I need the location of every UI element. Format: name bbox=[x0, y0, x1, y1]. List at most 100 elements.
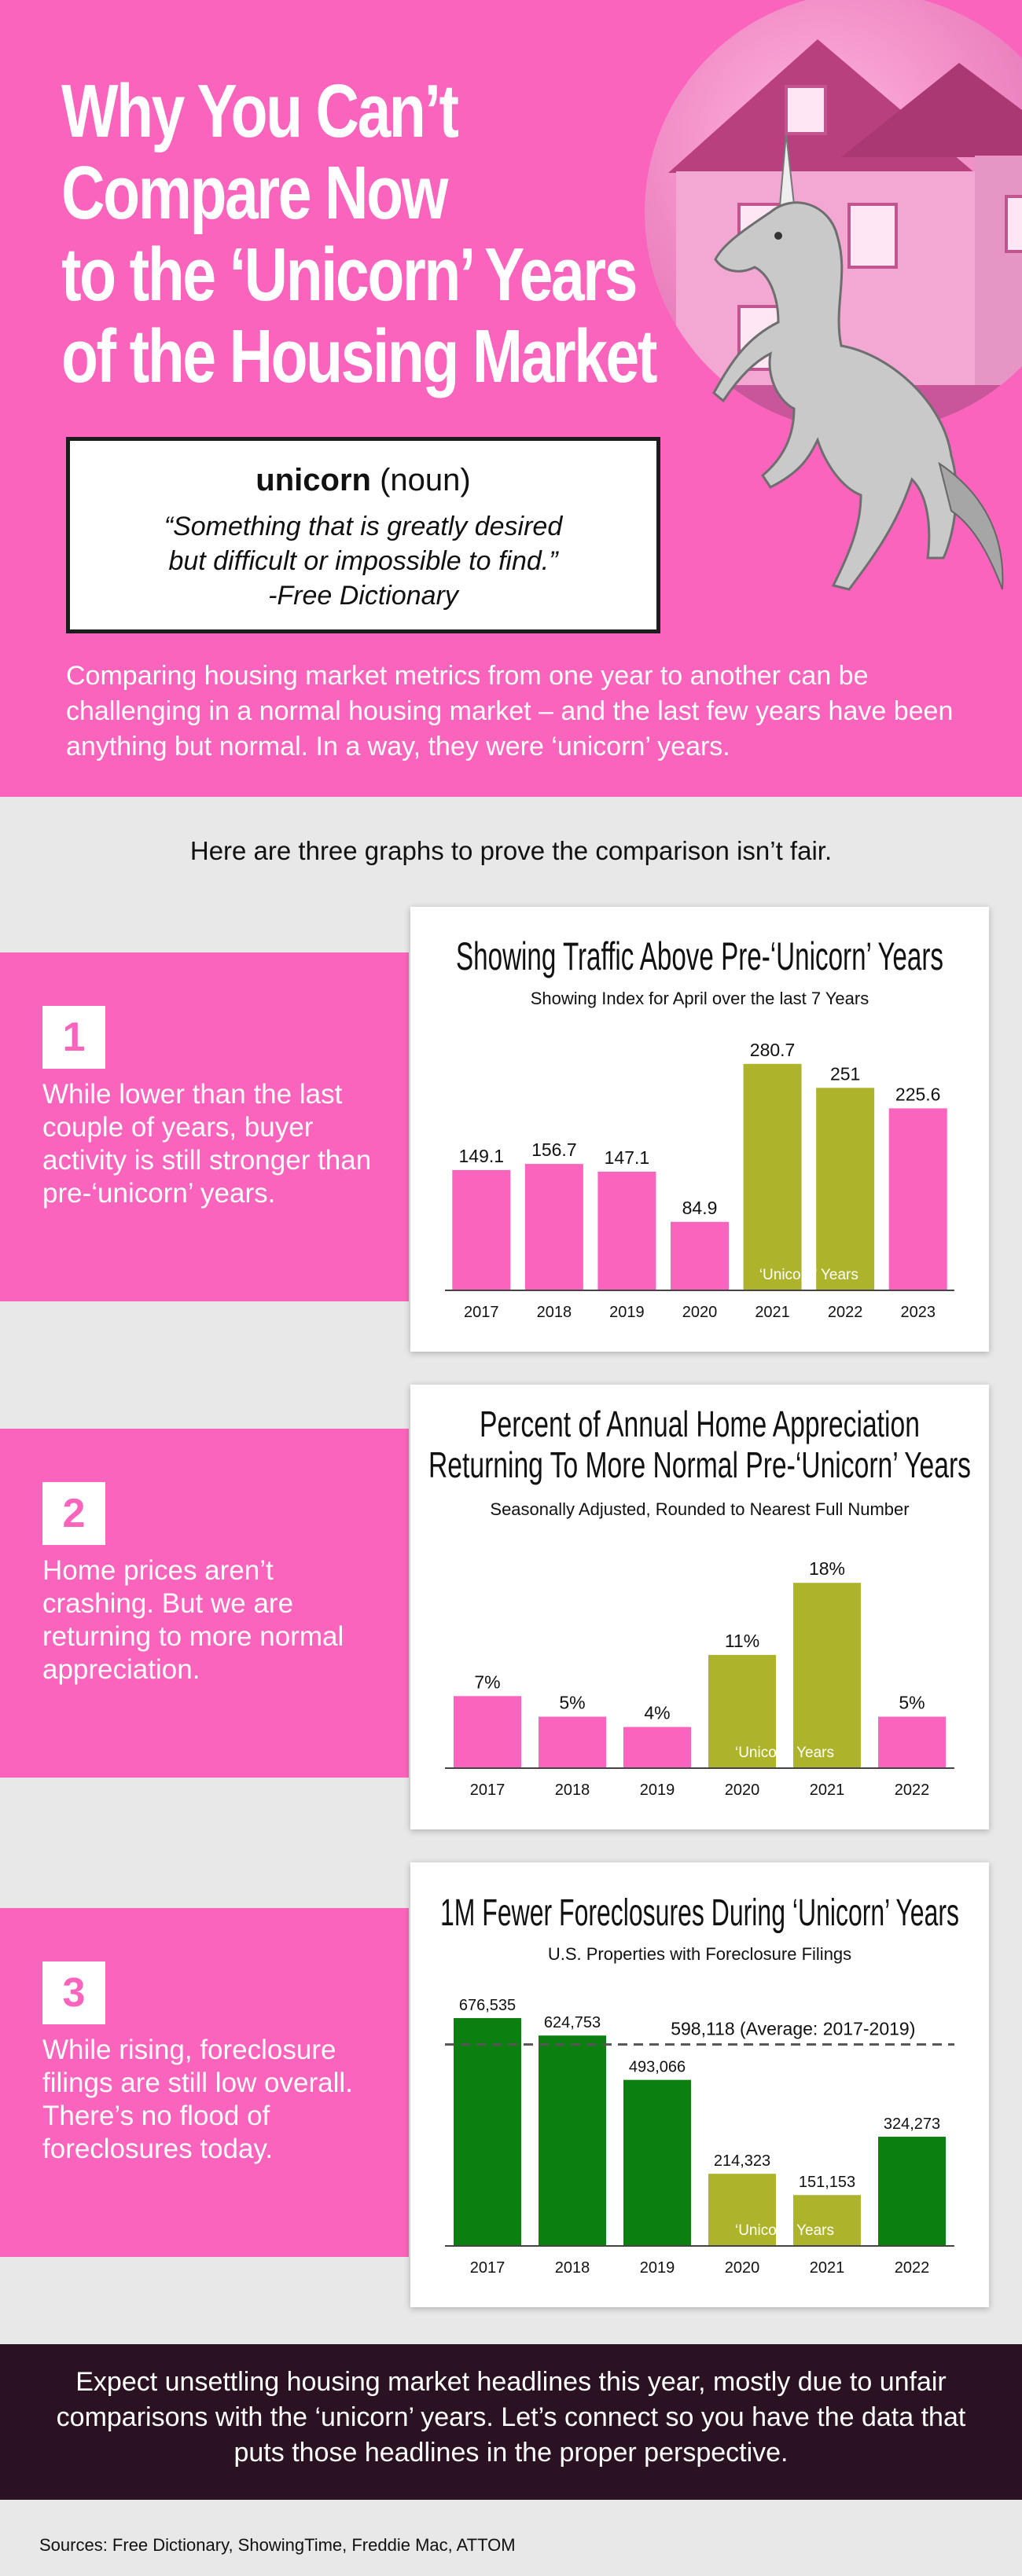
value-label: 624,753 bbox=[544, 2014, 601, 2031]
bar-2019 bbox=[623, 1727, 691, 1768]
value-label: 676,535 bbox=[459, 1997, 516, 2014]
bar-2017 bbox=[454, 1696, 521, 1768]
x-tick-label: 2022 bbox=[895, 1782, 930, 1799]
title-line: of the Housing Market bbox=[61, 314, 657, 398]
definition-line: “Something that is greatly desired bbox=[164, 512, 563, 541]
panel-number: 1 bbox=[42, 1006, 105, 1069]
x-tick-label: 2019 bbox=[609, 1304, 645, 1321]
value-label: 4% bbox=[644, 1703, 670, 1723]
bars-group: 149.1 2017 156.7 2018 147.1 2019 84.9 2020 280.7… bbox=[445, 1040, 954, 1321]
title-line: Why You Can’t bbox=[61, 69, 459, 153]
panel-text: Home prices aren’t crashing. But we are … bbox=[42, 1555, 344, 1685]
intro-paragraph: Comparing housing market metrics from on… bbox=[66, 661, 954, 761]
x-tick-label: 2019 bbox=[640, 1782, 675, 1799]
definition-attribution: -Free Dictionary bbox=[268, 581, 458, 611]
x-tick-label: 2021 bbox=[810, 1782, 845, 1799]
chart-subtitle: U.S. Properties with Foreclosure Filings bbox=[548, 1944, 851, 1964]
x-tick-label: 2020 bbox=[725, 1782, 760, 1799]
chart-card-foreclosures: 1M Fewer Foreclosures During ‘Unicorn’ Y… bbox=[410, 1862, 989, 2307]
value-label: 225.6 bbox=[895, 1084, 941, 1104]
closing-banner: Expect unsettling housing market headlin… bbox=[0, 2344, 1022, 2500]
x-tick-label: 2018 bbox=[555, 2259, 590, 2277]
x-tick-label: 2023 bbox=[900, 1304, 936, 1321]
value-label: 7% bbox=[474, 1671, 500, 1692]
section-subhead: Here are three graphs to prove the compa… bbox=[189, 836, 833, 865]
bar-2017 bbox=[452, 1169, 511, 1290]
bar-2021 bbox=[793, 2195, 861, 2246]
value-label: 324,273 bbox=[884, 2115, 940, 2133]
chart-title-line: Percent of Annual Home Appreciation bbox=[480, 1404, 920, 1444]
chart-title: Showing Traffic Above Pre-‘Unicorn’ Year… bbox=[456, 934, 943, 978]
unicorn-years-annotation: ‘Unicorn’ Years bbox=[759, 1267, 858, 1283]
panel-number: 2 bbox=[42, 1482, 105, 1545]
panel-3: 3 While rising, foreclosure filings are … bbox=[0, 1908, 409, 2257]
title-line: to the ‘Unicorn’ Years bbox=[61, 233, 638, 317]
part-of-speech: (noun) bbox=[380, 463, 471, 497]
value-label: 5% bbox=[559, 1693, 585, 1713]
hero-section: Why You Can’t Compare Now to the ‘Unicor… bbox=[0, 0, 1022, 797]
chart-subtitle: Seasonally Adjusted, Rounded to Nearest … bbox=[490, 1499, 909, 1519]
x-tick-label: 2022 bbox=[828, 1304, 863, 1321]
dictionary-word: unicorn (noun) bbox=[70, 463, 656, 498]
x-tick-label: 2020 bbox=[725, 2259, 760, 2277]
chart-title: 1M Fewer Foreclosures During ‘Unicorn’ Y… bbox=[440, 1892, 959, 1934]
x-tick-label: 2021 bbox=[755, 1304, 790, 1321]
dictionary-definition: “Something that is greatly desired but d… bbox=[70, 509, 656, 613]
value-label: 493,066 bbox=[629, 2059, 686, 2076]
unicorn-illustration bbox=[712, 133, 1004, 591]
value-label: 214,323 bbox=[714, 2152, 770, 2170]
bar-2022 bbox=[878, 2137, 946, 2246]
value-label: 156.7 bbox=[531, 1139, 577, 1160]
definition-line: but difficult or impossible to find.” bbox=[168, 546, 558, 576]
value-label: 151,153 bbox=[799, 2174, 855, 2191]
bar-2020 bbox=[708, 2174, 776, 2246]
chart-card-appreciation: Percent of Annual Home Appreciation Retu… bbox=[410, 1385, 989, 1829]
title-line: Compare Now bbox=[61, 151, 448, 235]
bar-2021 bbox=[793, 1583, 861, 1768]
x-tick-label: 2021 bbox=[810, 2259, 845, 2277]
closing-text: Expect unsettling housing market headlin… bbox=[56, 2367, 966, 2468]
bar-2023 bbox=[888, 1108, 947, 1290]
x-tick-label: 2017 bbox=[470, 1782, 505, 1799]
panel-text: While lower than the last couple of year… bbox=[42, 1079, 372, 1209]
unicorn-years-annotation: ‘Unicorn’ Years bbox=[735, 2222, 834, 2239]
value-label: 84.9 bbox=[682, 1198, 718, 1218]
value-label: 280.7 bbox=[750, 1040, 796, 1060]
value-label: 149.1 bbox=[459, 1146, 505, 1166]
value-label: 5% bbox=[899, 1693, 925, 1713]
reference-line-label: 598,118 (Average: 2017-2019) bbox=[671, 2019, 915, 2039]
showing-traffic-chart: Showing Traffic Above Pre-‘Unicorn’ Year… bbox=[445, 934, 954, 1321]
page-title: Why You Can’t Compare Now to the ‘Unicor… bbox=[61, 69, 657, 398]
foreclosures-chart: 1M Fewer Foreclosures During ‘Unicorn’ Y… bbox=[440, 1892, 959, 2277]
value-label: 147.1 bbox=[605, 1147, 650, 1168]
bars-group: 676,535 2017 624,753 2018 493,066 2019 214,323… bbox=[445, 1997, 954, 2277]
bar-2018 bbox=[539, 1716, 606, 1768]
bar-2018 bbox=[539, 2035, 606, 2246]
panel-1: 1 While lower than the last couple of ye… bbox=[0, 952, 409, 1301]
bar-2017 bbox=[454, 2018, 521, 2246]
bar-2022 bbox=[878, 1716, 946, 1768]
value-label: 11% bbox=[725, 1631, 759, 1651]
panel-text: While rising, foreclosure filings are st… bbox=[42, 2035, 353, 2164]
x-tick-label: 2019 bbox=[640, 2259, 675, 2277]
bar-2018 bbox=[524, 1164, 583, 1290]
x-tick-label: 2018 bbox=[555, 1782, 590, 1799]
panel-number: 3 bbox=[42, 1961, 105, 2024]
bar-2020 bbox=[671, 1221, 729, 1290]
bar-2021 bbox=[743, 1063, 802, 1290]
x-tick-label: 2017 bbox=[470, 2259, 505, 2277]
dictionary-term: unicorn bbox=[256, 463, 371, 497]
bar-2019 bbox=[623, 2079, 691, 2246]
x-tick-label: 2020 bbox=[682, 1304, 718, 1321]
chart-subtitle: Showing Index for April over the last 7 … bbox=[531, 989, 869, 1008]
x-tick-label: 2017 bbox=[464, 1304, 499, 1321]
bars-group: 7% 2017 5% 2018 4% 2019 11% 2020 18% 2021 5% 2022 ‘U… bbox=[445, 1558, 954, 1799]
x-tick-label: 2022 bbox=[895, 2259, 930, 2277]
bar-2020 bbox=[708, 1654, 776, 1768]
unicorn-years-annotation: ‘Unicorn’ Years bbox=[735, 1745, 834, 1761]
chart-card-showing-traffic: Showing Traffic Above Pre-‘Unicorn’ Year… bbox=[410, 907, 989, 1352]
appreciation-chart: Percent of Annual Home Appreciation Retu… bbox=[428, 1404, 971, 1799]
value-label: 251 bbox=[830, 1063, 860, 1084]
bar-2022 bbox=[816, 1088, 875, 1290]
bar-2019 bbox=[597, 1171, 656, 1290]
